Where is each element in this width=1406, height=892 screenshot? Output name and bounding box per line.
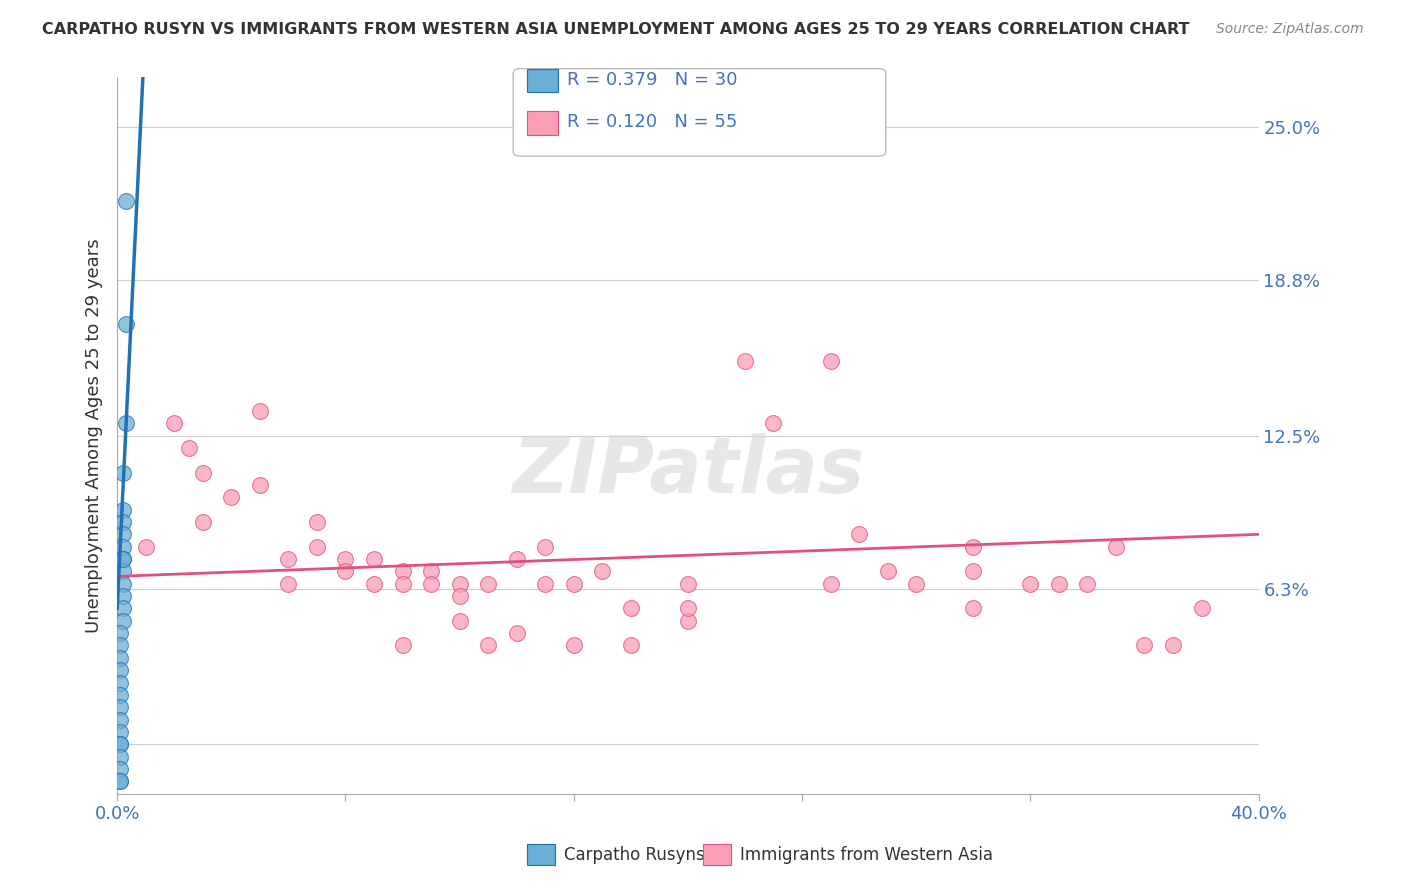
- Point: [1019, 576, 1042, 591]
- Point: [449, 589, 471, 603]
- Point: [191, 466, 214, 480]
- Point: [820, 576, 842, 591]
- Point: [191, 515, 214, 529]
- Point: [108, 725, 131, 739]
- Point: [305, 540, 328, 554]
- Point: [962, 565, 984, 579]
- Point: [163, 416, 186, 430]
- Point: [277, 552, 299, 566]
- Point: [335, 552, 357, 566]
- Point: [391, 565, 413, 579]
- Point: [676, 576, 699, 591]
- Point: [876, 565, 898, 579]
- Point: [1076, 576, 1098, 591]
- Text: CARPATHO RUSYN VS IMMIGRANTS FROM WESTERN ASIA UNEMPLOYMENT AMONG AGES 25 TO 29 : CARPATHO RUSYN VS IMMIGRANTS FROM WESTER…: [42, 22, 1189, 37]
- Point: [562, 576, 585, 591]
- Point: [114, 194, 136, 208]
- Point: [762, 416, 785, 430]
- Point: [249, 404, 271, 418]
- Point: [1161, 639, 1184, 653]
- Point: [108, 650, 131, 665]
- Point: [108, 700, 131, 714]
- Point: [391, 576, 413, 591]
- Point: [108, 675, 131, 690]
- Point: [1191, 601, 1213, 615]
- Point: [249, 478, 271, 492]
- Point: [420, 565, 443, 579]
- Point: [108, 663, 131, 677]
- Point: [534, 576, 557, 591]
- Point: [591, 565, 613, 579]
- Point: [449, 576, 471, 591]
- Point: [477, 576, 499, 591]
- Point: [277, 576, 299, 591]
- Point: [111, 540, 134, 554]
- Point: [420, 576, 443, 591]
- Point: [108, 737, 131, 751]
- Point: [108, 639, 131, 653]
- Point: [1105, 540, 1128, 554]
- Point: [1133, 639, 1156, 653]
- Point: [505, 626, 527, 640]
- Point: [534, 540, 557, 554]
- Point: [111, 565, 134, 579]
- Point: [108, 737, 131, 751]
- Point: [676, 601, 699, 615]
- Point: [477, 639, 499, 653]
- Point: [905, 576, 928, 591]
- Point: [111, 552, 134, 566]
- Point: [734, 354, 756, 368]
- Point: [848, 527, 870, 541]
- Point: [111, 576, 134, 591]
- Point: [620, 601, 643, 615]
- Point: [114, 416, 136, 430]
- Point: [335, 565, 357, 579]
- Y-axis label: Unemployment Among Ages 25 to 29 years: Unemployment Among Ages 25 to 29 years: [86, 238, 103, 632]
- Text: Source: ZipAtlas.com: Source: ZipAtlas.com: [1216, 22, 1364, 37]
- Point: [177, 441, 200, 455]
- Point: [449, 614, 471, 628]
- Point: [111, 527, 134, 541]
- Point: [111, 466, 134, 480]
- Point: [962, 540, 984, 554]
- Point: [111, 614, 134, 628]
- Point: [111, 601, 134, 615]
- Text: R = 0.120   N = 55: R = 0.120 N = 55: [567, 113, 737, 131]
- Point: [620, 639, 643, 653]
- Point: [505, 552, 527, 566]
- Point: [108, 688, 131, 702]
- Text: ZIPatlas: ZIPatlas: [512, 434, 865, 509]
- Point: [305, 515, 328, 529]
- Point: [111, 515, 134, 529]
- Point: [221, 491, 243, 505]
- Point: [108, 626, 131, 640]
- Point: [114, 318, 136, 332]
- Text: R = 0.379   N = 30: R = 0.379 N = 30: [567, 71, 737, 89]
- Point: [820, 354, 842, 368]
- Point: [111, 589, 134, 603]
- Point: [962, 601, 984, 615]
- Text: Immigrants from Western Asia: Immigrants from Western Asia: [740, 846, 993, 863]
- Point: [108, 713, 131, 727]
- Point: [108, 774, 131, 789]
- Point: [391, 639, 413, 653]
- Point: [562, 639, 585, 653]
- Point: [363, 576, 385, 591]
- Point: [363, 552, 385, 566]
- Text: Carpatho Rusyns: Carpatho Rusyns: [564, 846, 704, 863]
- Point: [108, 774, 131, 789]
- Point: [108, 749, 131, 764]
- Point: [135, 540, 157, 554]
- Point: [111, 502, 134, 516]
- Point: [108, 762, 131, 776]
- Point: [676, 614, 699, 628]
- Point: [1047, 576, 1070, 591]
- Point: [111, 552, 134, 566]
